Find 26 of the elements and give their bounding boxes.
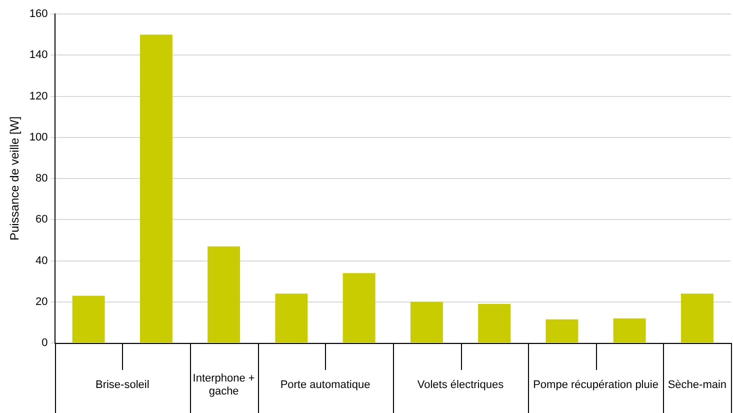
bar	[478, 304, 511, 342]
bar	[208, 246, 240, 342]
x-tick-label: Sèche-main	[668, 379, 727, 392]
y-tick-label: 140	[29, 49, 48, 62]
bar	[410, 302, 443, 342]
y-tick-label: 160	[29, 8, 48, 20]
y-tick-label: 40	[36, 254, 48, 267]
bar	[140, 34, 172, 342]
x-tick-label: Porte automatique	[280, 379, 370, 392]
x-tick-label: Brise-soleil	[95, 379, 150, 392]
y-tick-label: 0	[42, 337, 48, 350]
y-tick-label: 60	[36, 214, 48, 226]
bar	[72, 296, 105, 342]
bar	[342, 273, 376, 342]
bar	[275, 294, 308, 342]
y-tick-label: 20	[36, 296, 48, 308]
y-tick-label: 80	[36, 172, 48, 185]
bar	[546, 319, 578, 342]
y-axis-title: Puissance de veille [W]	[8, 116, 22, 241]
bar	[613, 318, 646, 342]
y-tick-label: 100	[29, 131, 48, 144]
bar	[680, 294, 714, 342]
x-tick-label: Volets électriques	[417, 379, 504, 392]
y-tick-label: 120	[29, 90, 48, 102]
x-tick-label: Interphone + gache	[192, 372, 255, 398]
x-tick-label: Pompe récupération pluie	[533, 379, 658, 392]
